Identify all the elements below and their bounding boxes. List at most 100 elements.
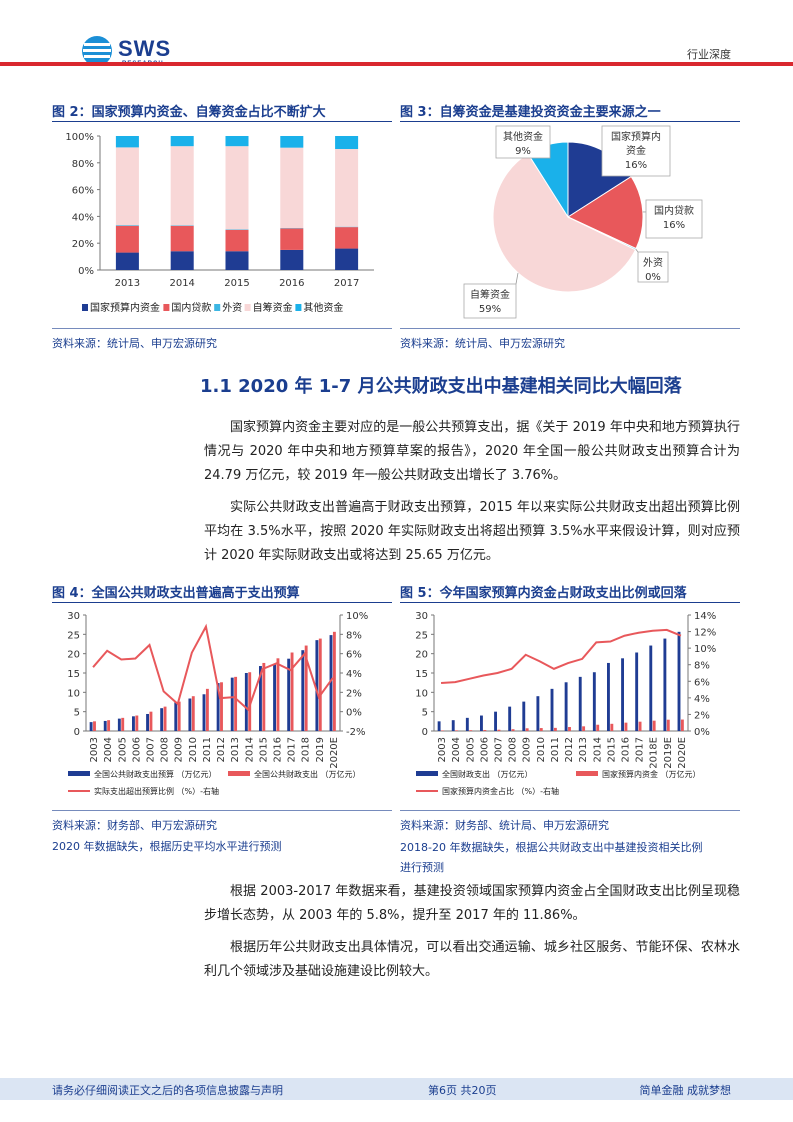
fig5-bar <box>525 728 529 731</box>
fig3-slice-pct: 16% <box>625 160 647 171</box>
fig5-bar <box>497 729 501 731</box>
fig3-label-box <box>495 125 551 159</box>
fig3-slice-label: 自筹资金 <box>470 288 510 301</box>
fig2-bar-segment <box>280 136 304 148</box>
fig2-legend-swatch <box>163 304 170 311</box>
fig4-bottom-rule <box>52 810 392 811</box>
fig5-bar <box>480 715 483 731</box>
section-heading: 1.1 2020 年 1-7 月公共财政支出中基建相关同比大幅回落 <box>200 376 682 397</box>
fig4-x-tick-label: 2019 <box>315 737 326 762</box>
fig5-y-tick-label: 5 <box>422 708 428 719</box>
fig5-legend-label: 国家预算内资金 （万亿元） <box>602 769 701 779</box>
fig5-title-rule <box>400 602 740 603</box>
fig2-bar-segment <box>335 227 359 249</box>
fig2-bar-segment <box>115 147 139 226</box>
fig5-bar <box>568 727 571 731</box>
fig4-legend-label: 全国公共财政支出 （万亿元） <box>254 769 361 779</box>
fig4-y2-tick-label: 2% <box>346 688 362 699</box>
fig4-x-tick-label: 2016 <box>273 737 284 762</box>
fig4-x-tick-label: 2015 <box>258 737 269 762</box>
fig5-y-tick-label: 0 <box>422 727 428 738</box>
fig2-y-tick-label: 100% <box>65 132 94 143</box>
fig5-bottom-rule <box>400 810 740 811</box>
fig4-bar <box>160 708 164 731</box>
fig5-y-tick-label: 25 <box>415 630 428 641</box>
fig2-legend-label: 国内贷款 <box>171 301 211 314</box>
fig4-bar <box>329 635 333 731</box>
fig4-bar <box>301 650 305 731</box>
fig5-x-tick-label: 2008 <box>508 737 519 762</box>
fig3-bottom-rule <box>400 328 740 329</box>
fig4-bar <box>230 677 234 731</box>
fig3-slice-label-line2: 资金 <box>626 144 646 157</box>
fig2-legend-label: 外资 <box>222 302 242 314</box>
fig3-title: 图 3：自筹资金是基建投资资金主要来源之一 <box>400 105 661 120</box>
fig5-legend-label: 国家预算内资金占比 （%）-右轴 <box>442 786 559 796</box>
fig4-bar <box>146 713 149 731</box>
fig2-bar-segment <box>225 229 249 252</box>
fig4-bar <box>205 688 209 731</box>
fig5-y2-tick-label: 6% <box>694 677 710 688</box>
sws-logo: SWS RESEARCH <box>80 34 250 74</box>
fig2-bottom-rule <box>52 328 392 329</box>
fig2-legend-swatch <box>82 304 88 311</box>
footer-page-number: 第6页 共20页 <box>428 1084 497 1097</box>
fig4-y2-tick-label: -2% <box>346 727 365 738</box>
fig4-x-tick-label: 2011 <box>202 737 213 762</box>
fig4-bar <box>234 676 238 731</box>
fig5-bar <box>607 662 610 731</box>
fig5-bar <box>621 658 624 731</box>
fig2-bar-segment <box>335 136 359 149</box>
fig4-y2-tick-label: 4% <box>346 669 362 680</box>
fig5-bar <box>483 729 487 731</box>
fig2-chart: 0% 20% 40% 60% 80% 100% 2013 2014 2015 2016 2017 国家… <box>65 132 374 314</box>
fig5-bar <box>666 719 670 731</box>
paragraph-4: 根据历年公共财政支出具体情况，可以看出交通运输、城乡社区服务、节能环保、农林水利… <box>204 940 740 979</box>
fig4-source: 资料来源：财务部、申万宏源研究 <box>52 819 217 832</box>
fig4-legend-label: 全国公共财政支出预算 （万亿元） <box>94 769 217 779</box>
fig5-x-tick-label: 2017 <box>635 737 646 762</box>
fig3-label-box <box>601 125 671 177</box>
fig2-y-tick-label: 0% <box>78 266 94 277</box>
fig5-legend-swatch <box>416 771 438 776</box>
fig2-x-tick-label: 2017 <box>334 278 359 289</box>
fig3-slice-label: 国内贷款 <box>654 204 694 217</box>
header-red-bar <box>0 62 793 66</box>
fig2-y-tick-label: 40% <box>72 212 94 223</box>
fig2-bar-segment <box>335 248 359 270</box>
fig5-title: 图 5：今年国家预算内资金占财政支出比例或回落 <box>400 586 687 601</box>
fig4-x-tick-label: 2008 <box>160 737 171 762</box>
fig5-bar <box>494 711 497 731</box>
fig4-x-tick-label: 2014 <box>244 737 255 762</box>
fig3-leader-line <box>515 272 519 285</box>
fig4-x-tick-label: 2010 <box>188 737 199 762</box>
fig5-legend-swatch <box>576 771 598 776</box>
fig2-legend-swatch <box>244 304 251 311</box>
fig5-bar <box>635 652 639 731</box>
fig5-bar <box>522 701 526 731</box>
fig2-bar-segment <box>115 225 139 253</box>
fig5-x-tick-label: 2004 <box>451 737 462 762</box>
fig5-y2-tick-label: 2% <box>694 710 710 721</box>
fig5-bar <box>680 719 684 731</box>
fig5-bar <box>596 724 600 731</box>
fig3-pie-slice <box>492 152 637 293</box>
fig4-x-tick-label: 2013 <box>230 737 241 762</box>
paragraph-1: 国家预算内资金主要对应的是一般公共预算支出，据《关于 2019 年中央和地方预算… <box>204 420 740 483</box>
fig4-bar <box>220 682 223 731</box>
fig4-x-tick-label: 2003 <box>89 737 100 762</box>
fig4-y-tick-label: 10 <box>67 688 80 699</box>
fig5-y2-tick-label: 10% <box>694 644 716 655</box>
fig4-bar <box>202 694 206 731</box>
fig4-bar <box>262 662 266 731</box>
fig5-x-tick-label: 2011 <box>550 737 561 762</box>
fig4-ratio-line <box>92 623 334 712</box>
fig2-x-tick-label: 2014 <box>169 278 194 289</box>
fig3-pie-slice <box>566 175 644 250</box>
fig4-bar <box>177 701 181 731</box>
fig2-bar-segment <box>170 136 194 147</box>
fig5-y2-tick-label: 8% <box>694 661 710 672</box>
fig5-bar <box>536 696 540 731</box>
fig4-bar <box>174 702 178 731</box>
fig4-legend-swatch <box>228 771 250 776</box>
